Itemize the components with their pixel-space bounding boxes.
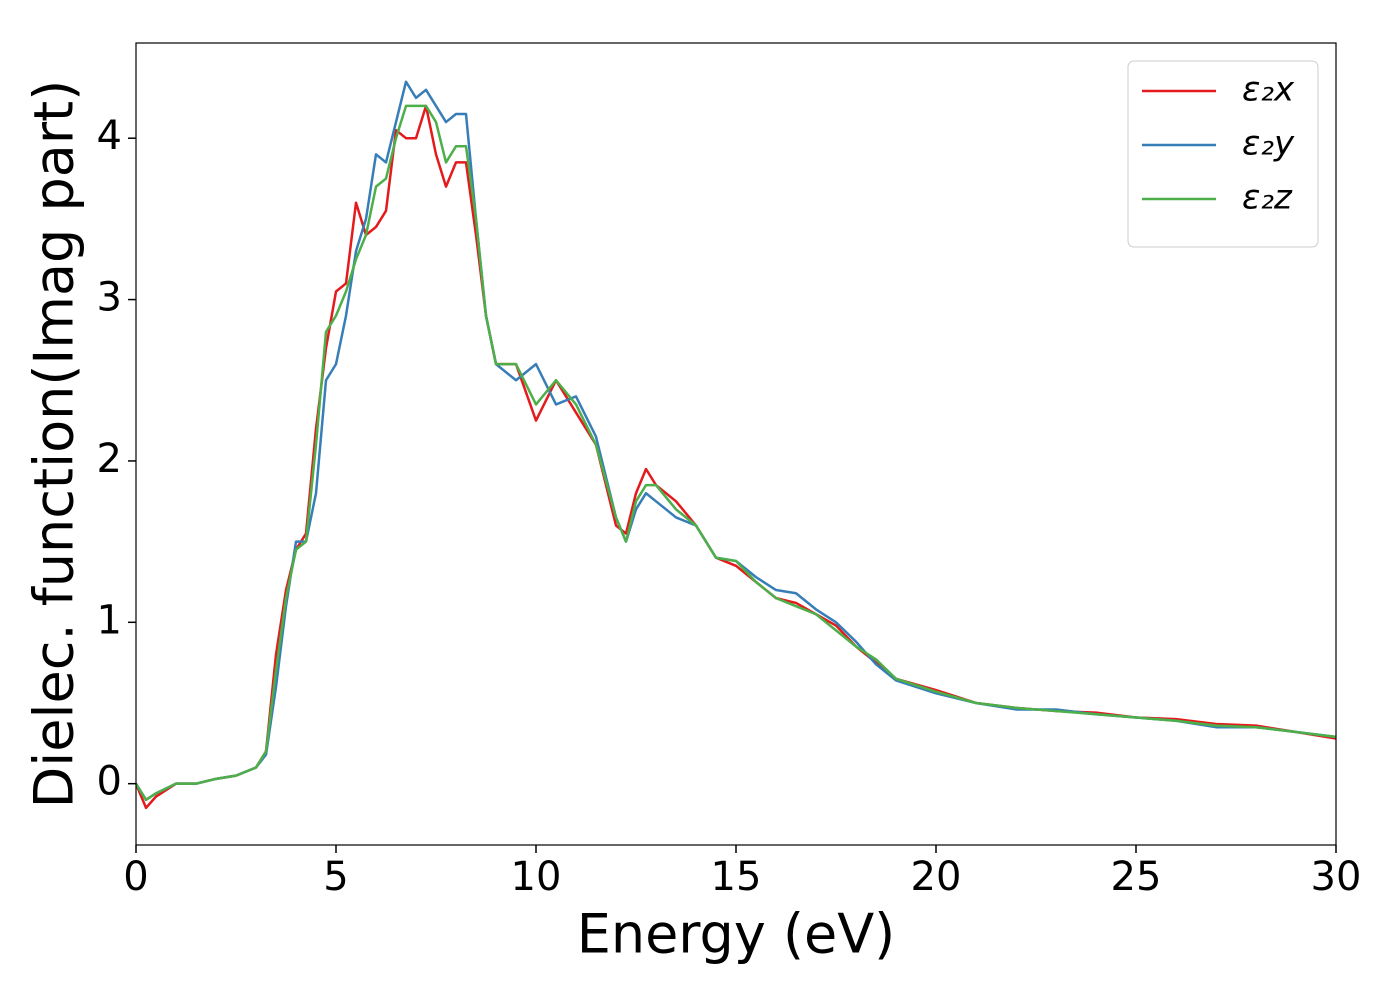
x-axis-label: Energy (eV) [577,903,896,966]
x-tick-label: 10 [511,854,562,900]
x-tick-label: 5 [323,854,348,900]
x-tick-label: 20 [911,854,962,900]
y-tick-label: 4 [97,113,122,159]
series-line [136,104,1336,802]
y-tick-label: 1 [97,597,122,643]
y-tick-label: 2 [97,436,122,482]
y-axis-label: Dielec. function(Imag part) [23,80,86,809]
legend-label: ε₂x [1242,70,1295,110]
plot-frame [135,42,1337,846]
x-tick-label: 30 [1311,854,1362,900]
legend-label: ε₂z [1242,178,1293,218]
y-tick-label: 3 [97,275,122,321]
y-tick-label: 0 [97,759,122,805]
legend-box [1127,60,1319,248]
x-tick-label: 15 [711,854,762,900]
x-tick-label: 0 [123,854,148,900]
legend-label: ε₂y [1242,124,1295,164]
x-tick-label: 25 [1111,854,1162,900]
